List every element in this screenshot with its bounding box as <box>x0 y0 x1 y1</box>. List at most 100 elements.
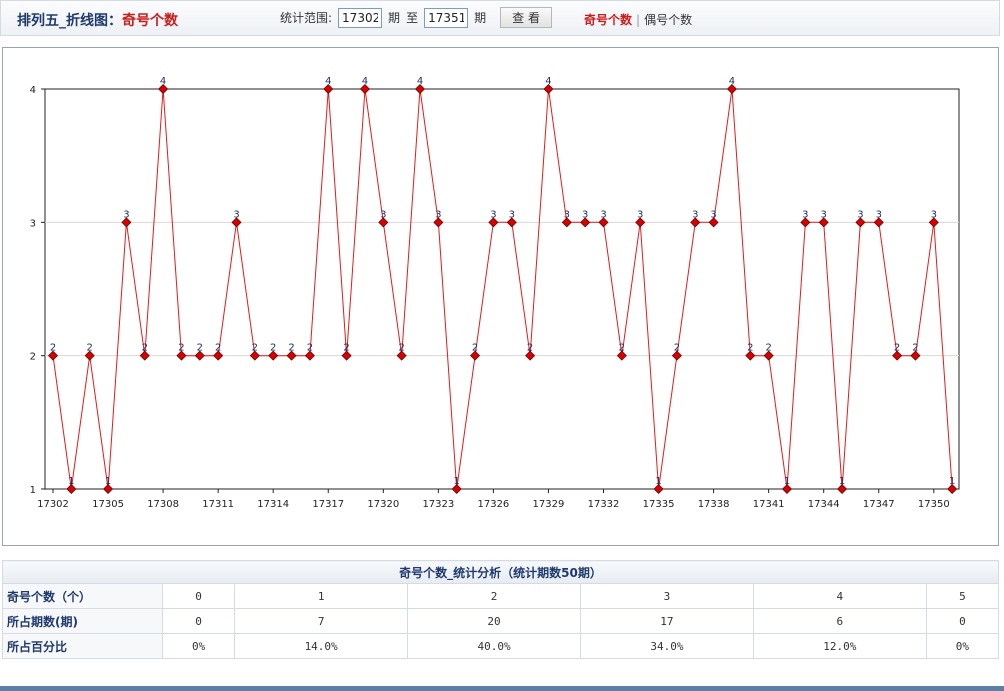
table-cell: 40.0% <box>407 633 581 659</box>
data-point <box>580 217 591 228</box>
data-label: 2 <box>270 343 276 354</box>
data-label: 2 <box>215 343 221 354</box>
data-point <box>506 217 517 228</box>
data-point <box>433 217 444 228</box>
x-tick-label: 17329 <box>533 499 565 510</box>
data-label: 3 <box>582 209 588 220</box>
data-label: 3 <box>821 209 827 220</box>
data-label: 4 <box>545 76 551 87</box>
y-tick-label: 4 <box>30 85 36 96</box>
data-point <box>561 217 572 228</box>
data-point <box>396 350 407 361</box>
data-point <box>48 350 58 361</box>
x-tick-label: 17311 <box>202 499 234 510</box>
table-cell: 0% <box>925 633 1000 659</box>
toolbar: 排列五_折线图：奇号个数 统计范围: 期 至 期 查 看 奇号个数|偶号个数 <box>0 0 1000 36</box>
data-point <box>231 217 242 228</box>
data-point <box>268 350 279 361</box>
data-label: 3 <box>123 209 129 220</box>
x-tick-label: 17347 <box>863 499 895 510</box>
data-point <box>304 350 315 361</box>
data-point <box>598 217 609 228</box>
data-label: 3 <box>509 209 515 220</box>
data-label: 2 <box>252 343 258 354</box>
table-cell: 12.0% <box>752 633 927 659</box>
row-label: 奇号个数（个） <box>2 583 163 609</box>
data-label: 4 <box>362 76 368 87</box>
mode-even-count[interactable]: 偶号个数 <box>644 13 693 27</box>
data-point <box>525 350 536 361</box>
table-row: 奇号个数（个） 0 1 2 3 4 5 <box>2 583 1000 609</box>
data-label: 1 <box>655 476 661 487</box>
data-point <box>782 484 792 494</box>
data-label: 3 <box>564 209 570 220</box>
x-tick-label: 17326 <box>477 499 509 510</box>
table-cell: 0 <box>925 608 1000 634</box>
data-label: 1 <box>949 476 955 487</box>
data-label: 3 <box>435 209 441 220</box>
data-point <box>928 217 939 228</box>
stats-caption: 奇号个数_统计分析（统计期数50期） <box>2 560 999 584</box>
x-tick-label: 17323 <box>422 499 454 510</box>
y-tick-label: 2 <box>30 352 36 363</box>
data-label: 4 <box>729 76 735 87</box>
footer-bar <box>0 686 1004 691</box>
y-tick-label: 3 <box>30 218 36 229</box>
data-label: 2 <box>178 343 184 354</box>
query-button[interactable]: 查 看 <box>500 7 553 28</box>
data-point <box>690 217 701 228</box>
x-tick-label: 17335 <box>643 499 675 510</box>
range-label: 统计范围: <box>280 11 333 25</box>
to-label: 至 <box>406 11 419 25</box>
data-label: 3 <box>857 209 863 220</box>
data-point <box>726 84 737 94</box>
x-tick-label: 17332 <box>588 499 620 510</box>
data-point <box>415 84 425 94</box>
data-label: 2 <box>765 343 771 354</box>
x-tick-label: 17308 <box>147 499 179 510</box>
data-label: 3 <box>876 209 882 220</box>
table-cell: 7 <box>234 608 409 634</box>
table-row: 所占期数(期) 0 7 20 17 6 0 <box>2 608 1000 634</box>
x-tick-label: 17338 <box>698 499 730 510</box>
data-label: 2 <box>343 343 349 354</box>
mode-odd-count[interactable]: 奇号个数 <box>584 13 633 27</box>
data-label: 2 <box>619 343 625 354</box>
data-label: 3 <box>710 209 716 220</box>
data-point <box>855 217 866 228</box>
data-point <box>837 484 848 494</box>
line-chart: 1 2 3 4 17302 17305 17308 17311 17314 17317 17320 1… <box>30 76 960 510</box>
data-label: 2 <box>472 343 478 354</box>
stats-table: 奇号个数_统计分析（统计期数50期） 奇号个数（个） 0 1 2 3 4 5 所… <box>2 560 1000 659</box>
data-point <box>378 217 389 228</box>
data-point <box>488 217 499 228</box>
mode-separator: | <box>636 13 641 27</box>
table-row: 所占百分比 0% 14.0% 40.0% 34.0% 12.0% 0% <box>2 633 1000 659</box>
data-point <box>708 217 719 228</box>
data-point <box>84 350 95 361</box>
data-point <box>745 350 756 361</box>
data-label: 4 <box>325 76 331 87</box>
data-point <box>892 350 903 361</box>
data-label: 1 <box>839 476 845 487</box>
x-tick-label: 17305 <box>92 499 124 510</box>
table-cell: 14.0% <box>234 633 409 659</box>
data-point <box>635 217 646 228</box>
data-label: 2 <box>50 343 56 354</box>
data-label: 3 <box>692 209 698 220</box>
data-label: 2 <box>674 343 680 354</box>
series-line <box>52 88 953 490</box>
x-tick-label: 17317 <box>312 499 344 510</box>
table-cell: 20 <box>407 608 581 634</box>
range-to-input[interactable] <box>424 7 469 28</box>
data-point <box>66 484 77 494</box>
data-label: 3 <box>637 209 643 220</box>
table-cell: 5 <box>925 583 1000 609</box>
row-label: 所占百分比 <box>2 633 163 659</box>
data-point <box>763 350 774 361</box>
data-label: 3 <box>380 209 386 220</box>
data-point <box>158 84 169 94</box>
table-cell: 0 <box>161 583 236 609</box>
range-from-input[interactable] <box>338 7 383 28</box>
mode-switch: 奇号个数 | 偶号个数 <box>584 11 692 28</box>
